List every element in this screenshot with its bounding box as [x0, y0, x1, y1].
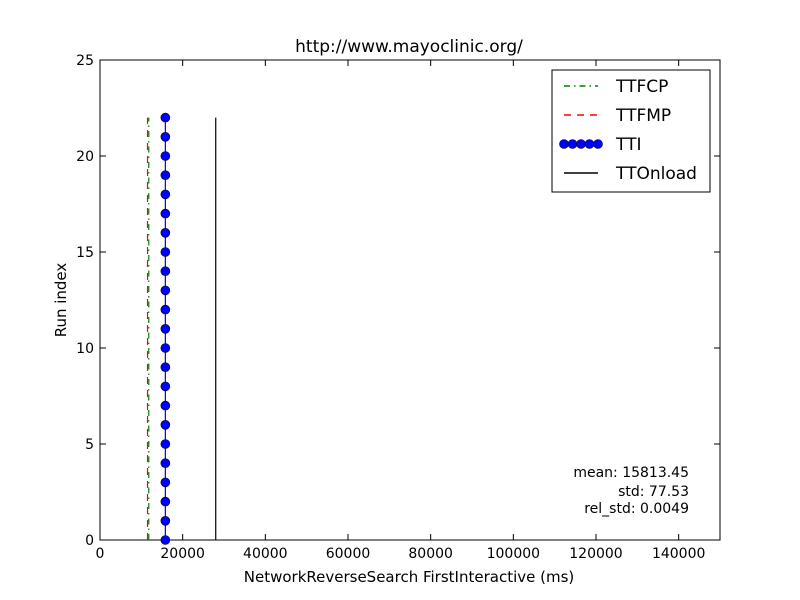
- data-point-tti: [160, 228, 171, 238]
- y-tick-label: 5: [85, 437, 94, 453]
- legend-marker-tti: [559, 139, 569, 149]
- data-point-tti: [160, 151, 171, 161]
- stats-line: mean: 15813.45: [573, 465, 689, 481]
- data-point-tti: [160, 400, 171, 411]
- legend-label-ttfcp: TTFCP: [615, 77, 668, 97]
- x-tick-label: 80000: [408, 546, 453, 562]
- data-point-tti: [160, 362, 171, 373]
- data-point-tti: [160, 285, 171, 296]
- data-point-tti: [160, 496, 171, 507]
- x-tick-label: 20000: [160, 546, 205, 562]
- y-tick-label: 0: [85, 533, 94, 549]
- data-point-tti: [160, 266, 171, 277]
- y-tick-label: 10: [76, 341, 94, 357]
- y-tick-label: 25: [76, 53, 94, 69]
- plot-frame: [99, 59, 721, 541]
- x-tick-label: 60000: [326, 546, 371, 562]
- x-tick-label: 120000: [569, 546, 622, 562]
- data-point-tti: [160, 189, 171, 200]
- stats-line: rel_std: 0.0049: [584, 501, 689, 517]
- x-tick-label: 0: [96, 546, 105, 562]
- x-tick-label: 100000: [487, 546, 540, 562]
- data-point-tti: [160, 132, 171, 142]
- stats-line: std: 77.53: [618, 484, 689, 500]
- x-axis-label: NetworkReverseSearch FirstInteractive (m…: [244, 568, 575, 586]
- data-point-tti: [160, 343, 171, 353]
- legend-marker-tti: [567, 139, 578, 149]
- data-point-tti: [160, 419, 171, 430]
- legend-label-ttfmp: TTFMP: [615, 106, 671, 126]
- plot-area: 0 20000 40000 60000 80000 100000 120000 140000 0…: [76, 53, 721, 562]
- data-point-tti: [160, 381, 171, 392]
- legend-marker-tti: [584, 139, 595, 149]
- data-point-tti: [160, 112, 171, 123]
- legend-label-tti: TTI: [615, 135, 641, 155]
- data-point-tti: [160, 170, 171, 180]
- data-point-tti: [160, 477, 171, 488]
- legend-box: [551, 69, 711, 193]
- data-point-tti: [160, 439, 171, 449]
- x-tick-label: 40000: [243, 546, 288, 562]
- y-axis-label: Run index: [52, 263, 70, 338]
- legend-label-ttonload: TTOnload: [615, 164, 697, 184]
- y-tick-label: 15: [76, 245, 94, 261]
- data-point-tti: [160, 304, 171, 315]
- data-point-tti: [160, 458, 171, 469]
- data-point-tti: [160, 208, 171, 219]
- x-tick-label: 140000: [652, 546, 705, 562]
- y-tick-label: 20: [76, 149, 94, 165]
- data-point-tti: [160, 247, 171, 257]
- data-point-tti: [160, 515, 171, 526]
- legend-marker-tti: [593, 139, 603, 149]
- legend: TTFCP TTFMP TTI TTOnload: [551, 69, 711, 193]
- data-point-tti: [160, 535, 171, 545]
- chart-title: http://www.mayoclinic.org/: [295, 37, 523, 57]
- data-point-tti: [160, 323, 171, 334]
- legend-marker-tti: [576, 139, 586, 149]
